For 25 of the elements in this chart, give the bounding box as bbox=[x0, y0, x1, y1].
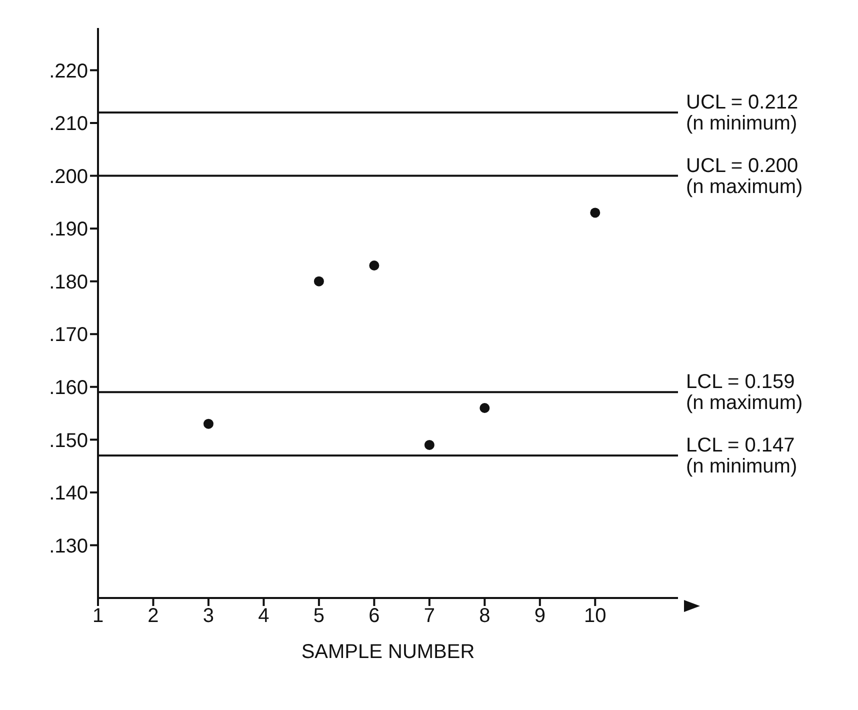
x-tick-label: 1 bbox=[92, 605, 104, 628]
x-tick-label: 3 bbox=[202, 605, 214, 628]
x-tick-label: 4 bbox=[258, 605, 270, 628]
y-tick-label: .170 bbox=[49, 324, 88, 346]
y-tick-label: .150 bbox=[49, 430, 88, 452]
y-tick-label: .130 bbox=[49, 535, 88, 558]
x-tick-label: 9 bbox=[534, 605, 546, 628]
x-tick-label: 5 bbox=[313, 605, 325, 628]
y-tick-label: .160 bbox=[49, 376, 88, 399]
x-axis-title: SAMPLE NUMBER bbox=[301, 641, 475, 663]
ref-line-label: UCL = 0.200 (n maximum) bbox=[686, 154, 803, 198]
x-tick-label: 10 bbox=[584, 605, 606, 628]
x-tick-label: 7 bbox=[424, 605, 435, 628]
y-tick-label: .220 bbox=[49, 60, 88, 82]
ref-line-label: LCL = 0.159 (n maximum) bbox=[686, 371, 803, 414]
y-tick-label: .210 bbox=[49, 113, 88, 136]
y-tick-label: .200 bbox=[49, 166, 88, 188]
ref-line-label: UCL = 0.212 (n minimum) bbox=[686, 91, 798, 134]
x-tick-label: 2 bbox=[148, 605, 159, 628]
y-tick-label: .190 bbox=[49, 218, 88, 241]
y-tick-label: .180 bbox=[49, 271, 88, 294]
ref-line-label: LCL = 0.147 (n minimum) bbox=[686, 434, 798, 478]
x-tick-label: 6 bbox=[368, 605, 380, 628]
y-tick-label: .140 bbox=[49, 482, 88, 505]
x-tick-label: 8 bbox=[479, 605, 490, 628]
